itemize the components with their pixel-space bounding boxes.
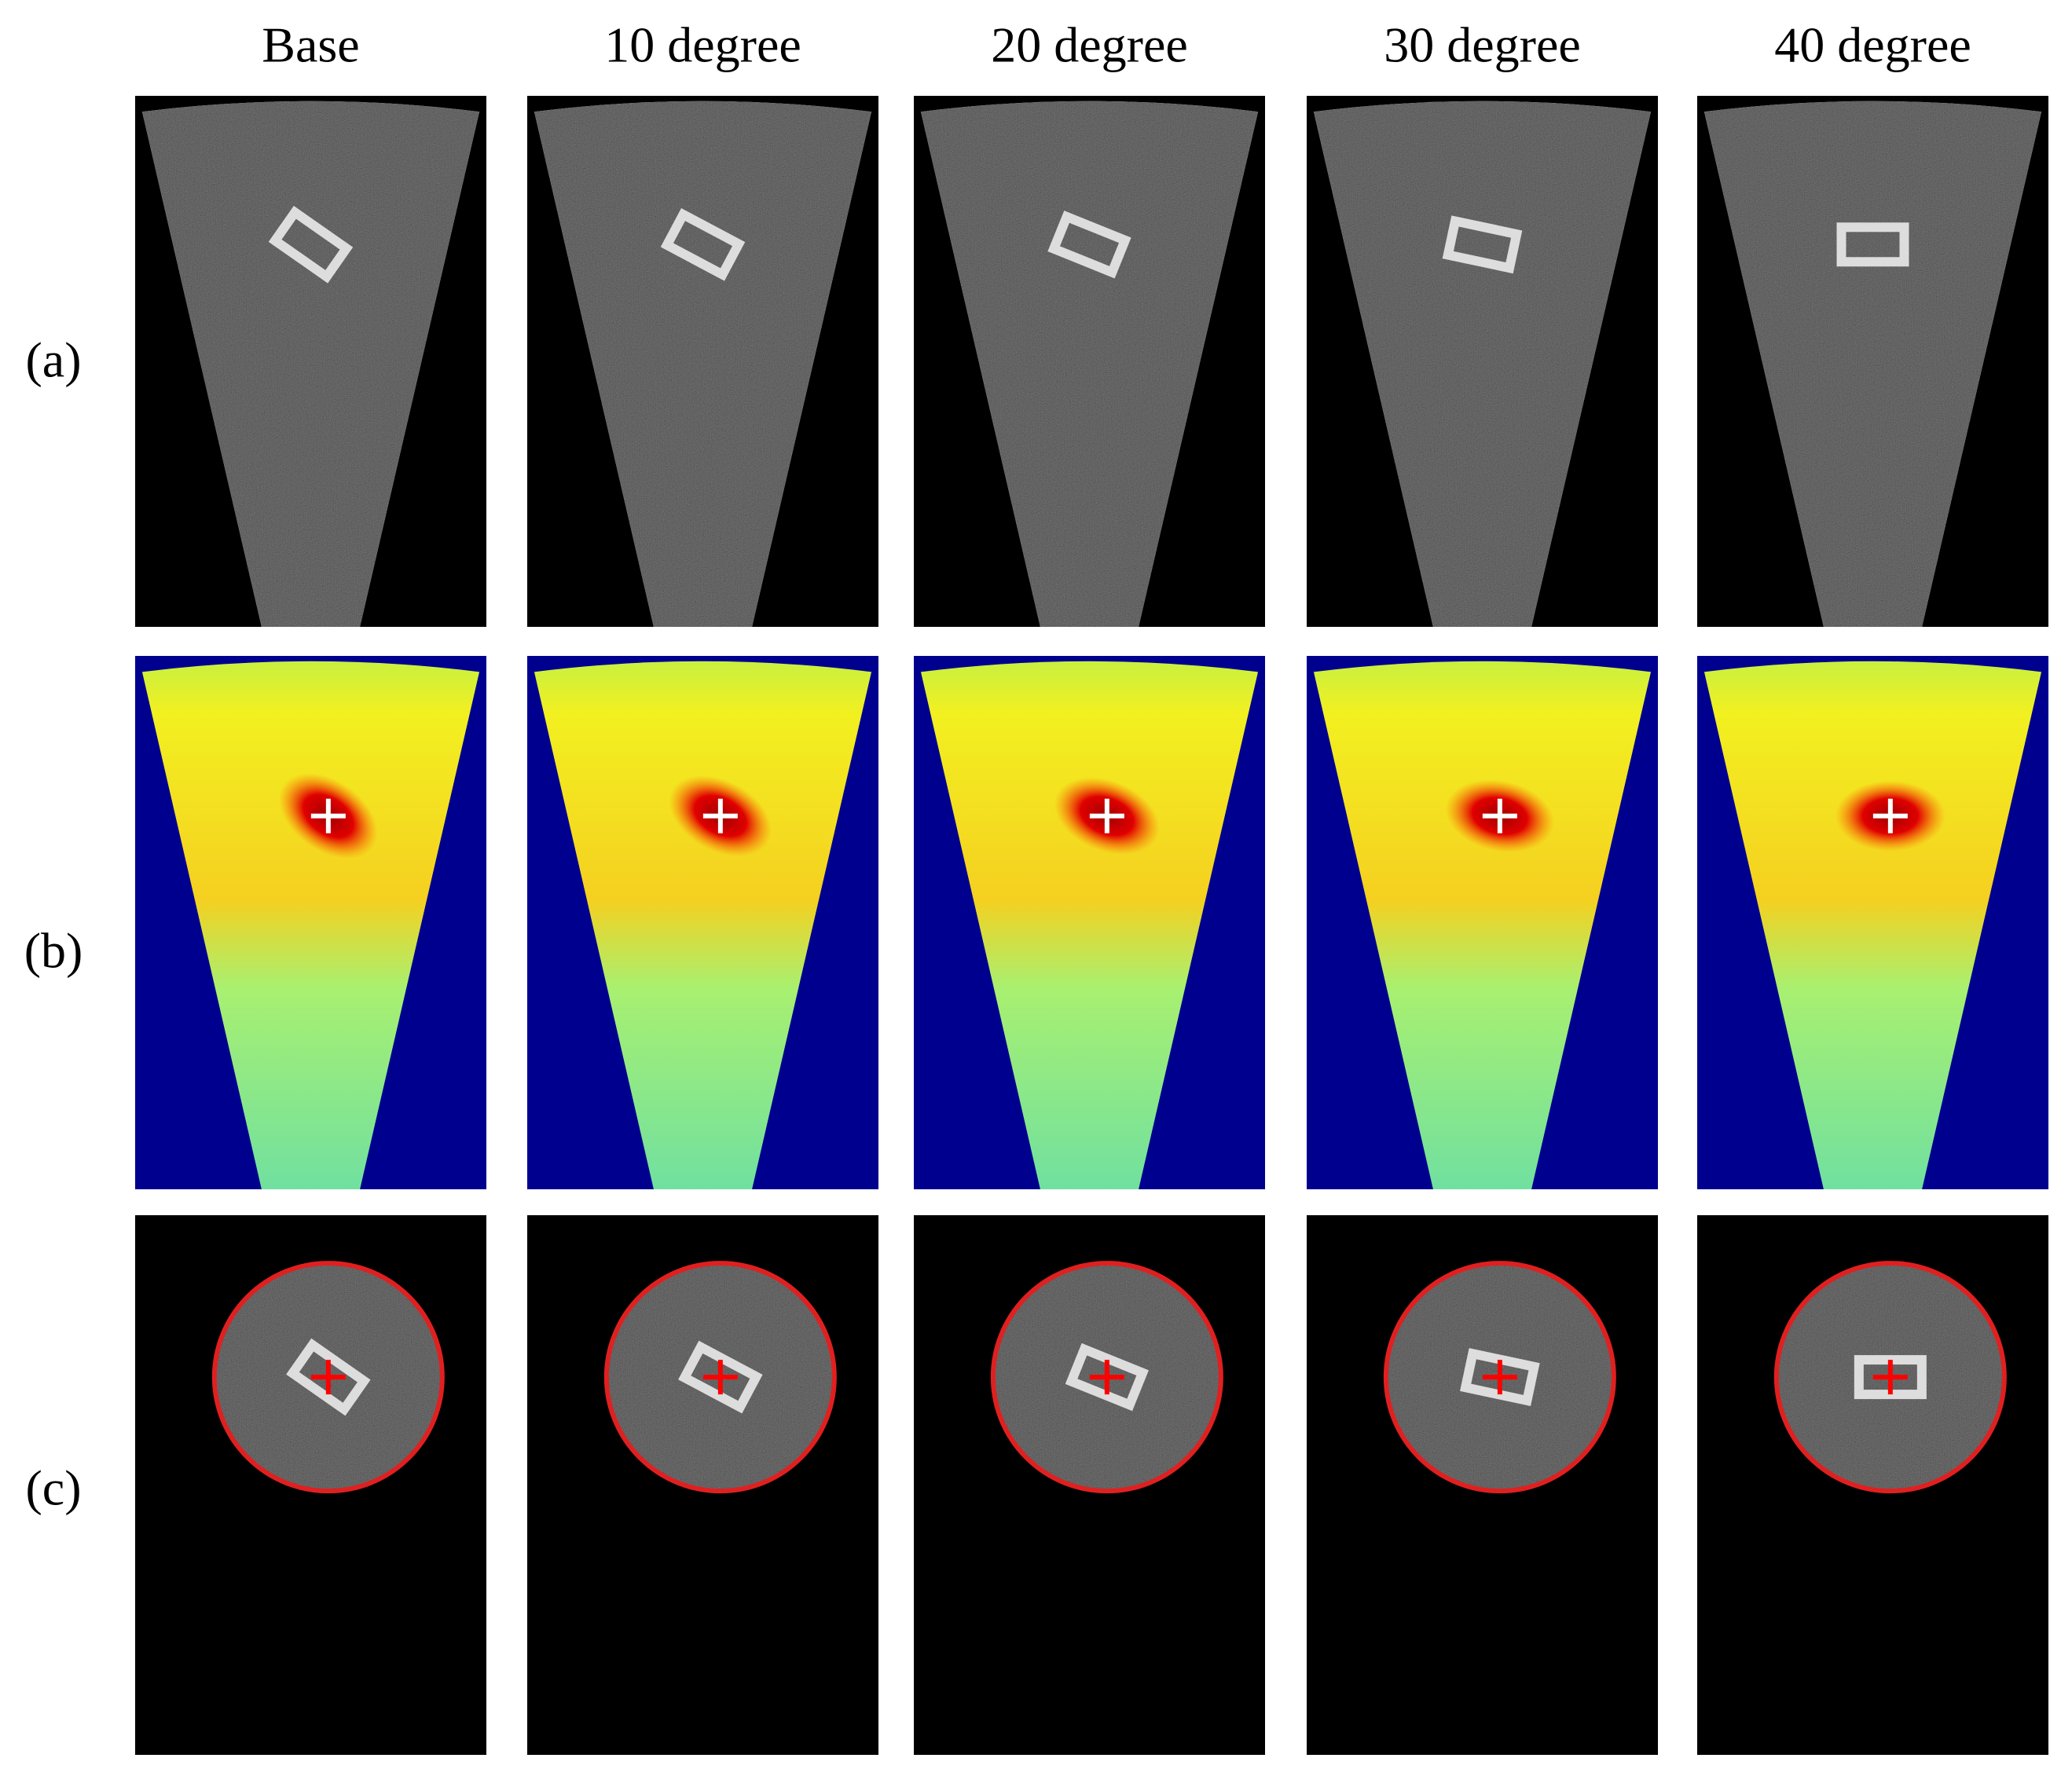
target-object (1047, 211, 1131, 279)
center-cross (1872, 1360, 1908, 1395)
target-object (660, 207, 746, 281)
center-cross (702, 1360, 738, 1395)
heatmap-fan (1703, 661, 2042, 1189)
crop-outline (1383, 1261, 1616, 1494)
column-header: 20 degree (991, 17, 1188, 73)
crop-outline (211, 1261, 445, 1494)
heatmap-fan (141, 661, 480, 1189)
center-cross (1482, 1360, 1517, 1395)
row-label: (b) (24, 923, 83, 979)
row-label: (c) (25, 1460, 81, 1516)
ultrasound-fan (1703, 101, 2042, 627)
target-object (1836, 222, 1909, 267)
target-object (1442, 215, 1523, 274)
heatmap-fan (534, 661, 872, 1189)
center-cross (1089, 1360, 1124, 1395)
row-label: (a) (25, 332, 81, 388)
ultrasound-fan (920, 101, 1259, 627)
column-header: 40 degree (1774, 17, 1971, 73)
crop-object (678, 1340, 763, 1414)
ultrasound-fan (141, 101, 480, 627)
ultrasound-fan (1313, 101, 1652, 627)
peak-cross (310, 798, 346, 833)
crop-object (286, 1338, 371, 1416)
crop-object (1065, 1342, 1149, 1412)
peak-cross (1872, 798, 1908, 833)
crop-object (1460, 1348, 1540, 1407)
crop-outline (990, 1261, 1223, 1494)
center-cross (310, 1360, 346, 1395)
crop-outline (603, 1261, 837, 1494)
heatmap-fan (920, 661, 1259, 1189)
peak-cross (702, 798, 738, 833)
column-header: 10 degree (604, 17, 801, 73)
column-header: 30 degree (1384, 17, 1581, 73)
ultrasound-fan (534, 101, 872, 627)
heatmap-fan (1313, 661, 1652, 1189)
column-header: Base (262, 17, 359, 73)
peak-cross (1482, 798, 1517, 833)
crop-outline (1773, 1261, 2007, 1494)
target-object (268, 205, 354, 284)
peak-cross (1089, 798, 1124, 833)
